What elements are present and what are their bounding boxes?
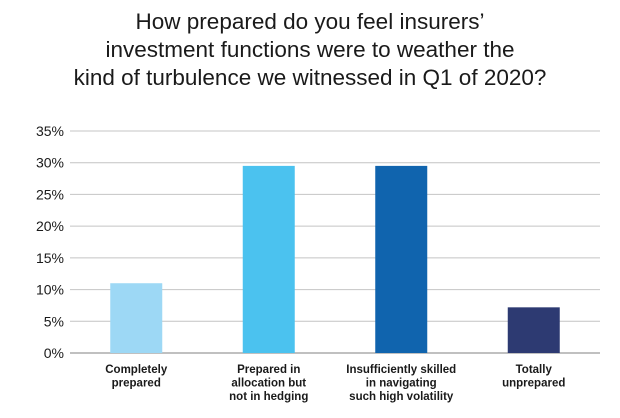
x-category-label: prepared [112,378,161,390]
x-category-label: Insufficiently skilled [346,364,456,376]
x-category-label: Prepared in [237,364,300,376]
bar [110,283,163,353]
y-tick-label: 25% [36,186,64,202]
x-category-label: unprepared [502,378,565,390]
y-tick-label: 35% [36,123,64,139]
x-category-label: allocation but [231,378,306,390]
chart-title-line: How prepared do you feel insurers’ [135,9,485,34]
chart-title: How prepared do you feel insurers’ inves… [0,8,620,92]
y-tick-label: 30% [36,155,64,171]
x-category-label: in navigating [366,378,437,390]
x-category-label: Totally [516,364,553,376]
x-category-label: not in hedging [229,391,308,403]
bar [507,307,560,353]
chart-title-line: investment functions were to weather the [105,37,515,62]
y-tick-label: 20% [36,218,64,234]
bar [242,165,295,353]
x-category-label: such high volatility [349,391,454,403]
x-category-label: Completely [105,364,168,376]
y-tick-label: 15% [36,250,64,266]
chart-title-line: kind of turbulence we witnessed in Q1 of… [73,65,547,90]
bar [375,165,428,353]
y-tick-label: 5% [44,313,64,329]
y-tick-label: 0% [44,345,64,361]
y-tick-label: 10% [36,282,64,298]
